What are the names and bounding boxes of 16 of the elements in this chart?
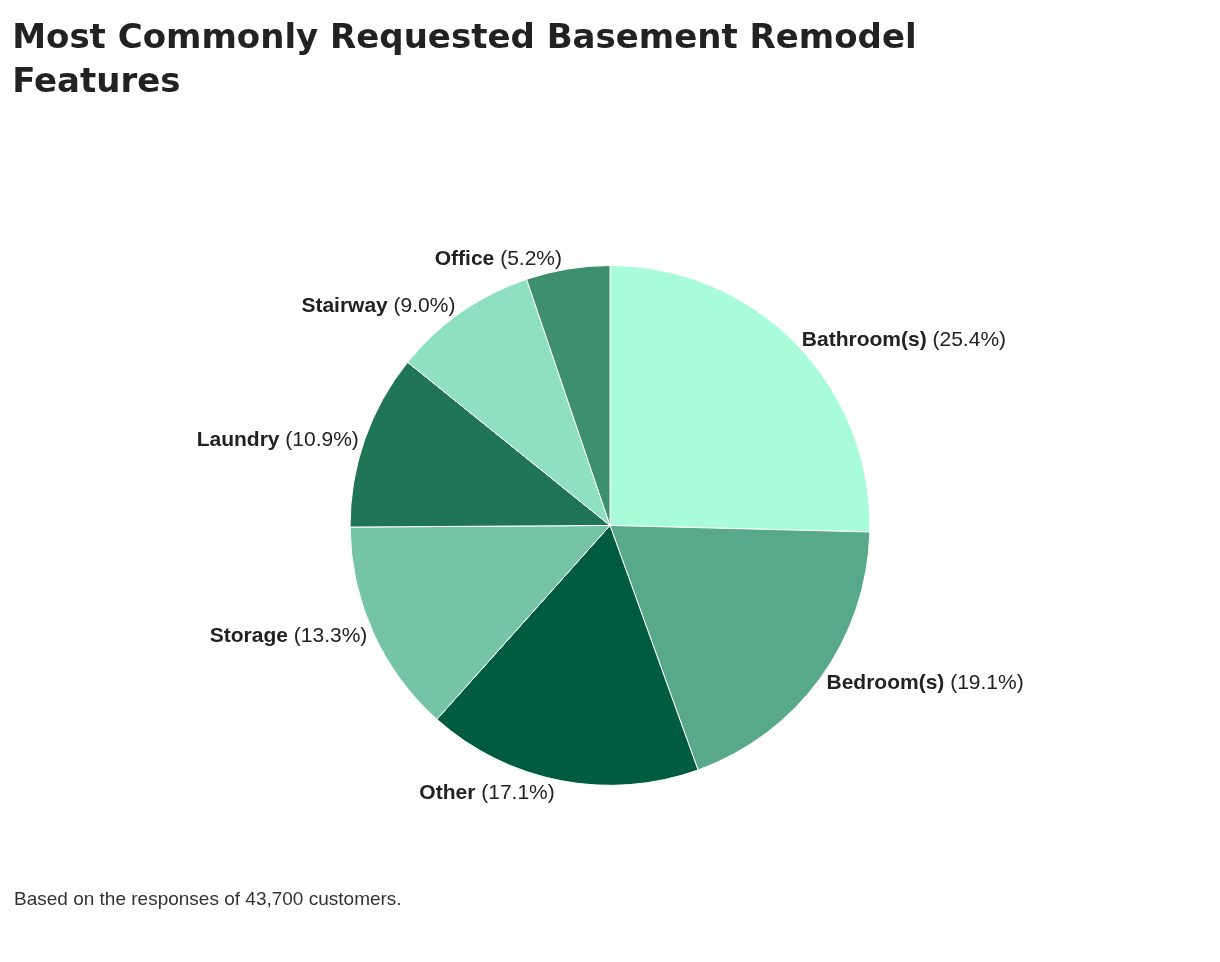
text: Based on the responses of 43,700 customers.: [14, 888, 402, 909]
slice-label: Storage: [209, 622, 288, 646]
slice-label: Stairway: [301, 293, 389, 317]
slice-label: Other: [419, 780, 476, 804]
data-label: (25.4%): [932, 326, 1007, 350]
data-label: (10.9%): [285, 426, 359, 450]
slice-label: Office: [434, 246, 495, 270]
data-label: (17.1%): [481, 780, 555, 804]
slice-label: Laundry: [196, 426, 280, 450]
slice-label: Bathroom(s): [801, 326, 927, 350]
data-label: (5.2%): [500, 246, 562, 270]
chart-title: Most Commonly Requested Basement Remodel Features: [12, 16, 917, 101]
data-label: (19.1%): [950, 669, 1024, 693]
slice-label: Bedroom(s): [826, 669, 945, 693]
data-label: (13.3%): [293, 622, 368, 646]
data-label: (9.0%): [393, 293, 456, 317]
